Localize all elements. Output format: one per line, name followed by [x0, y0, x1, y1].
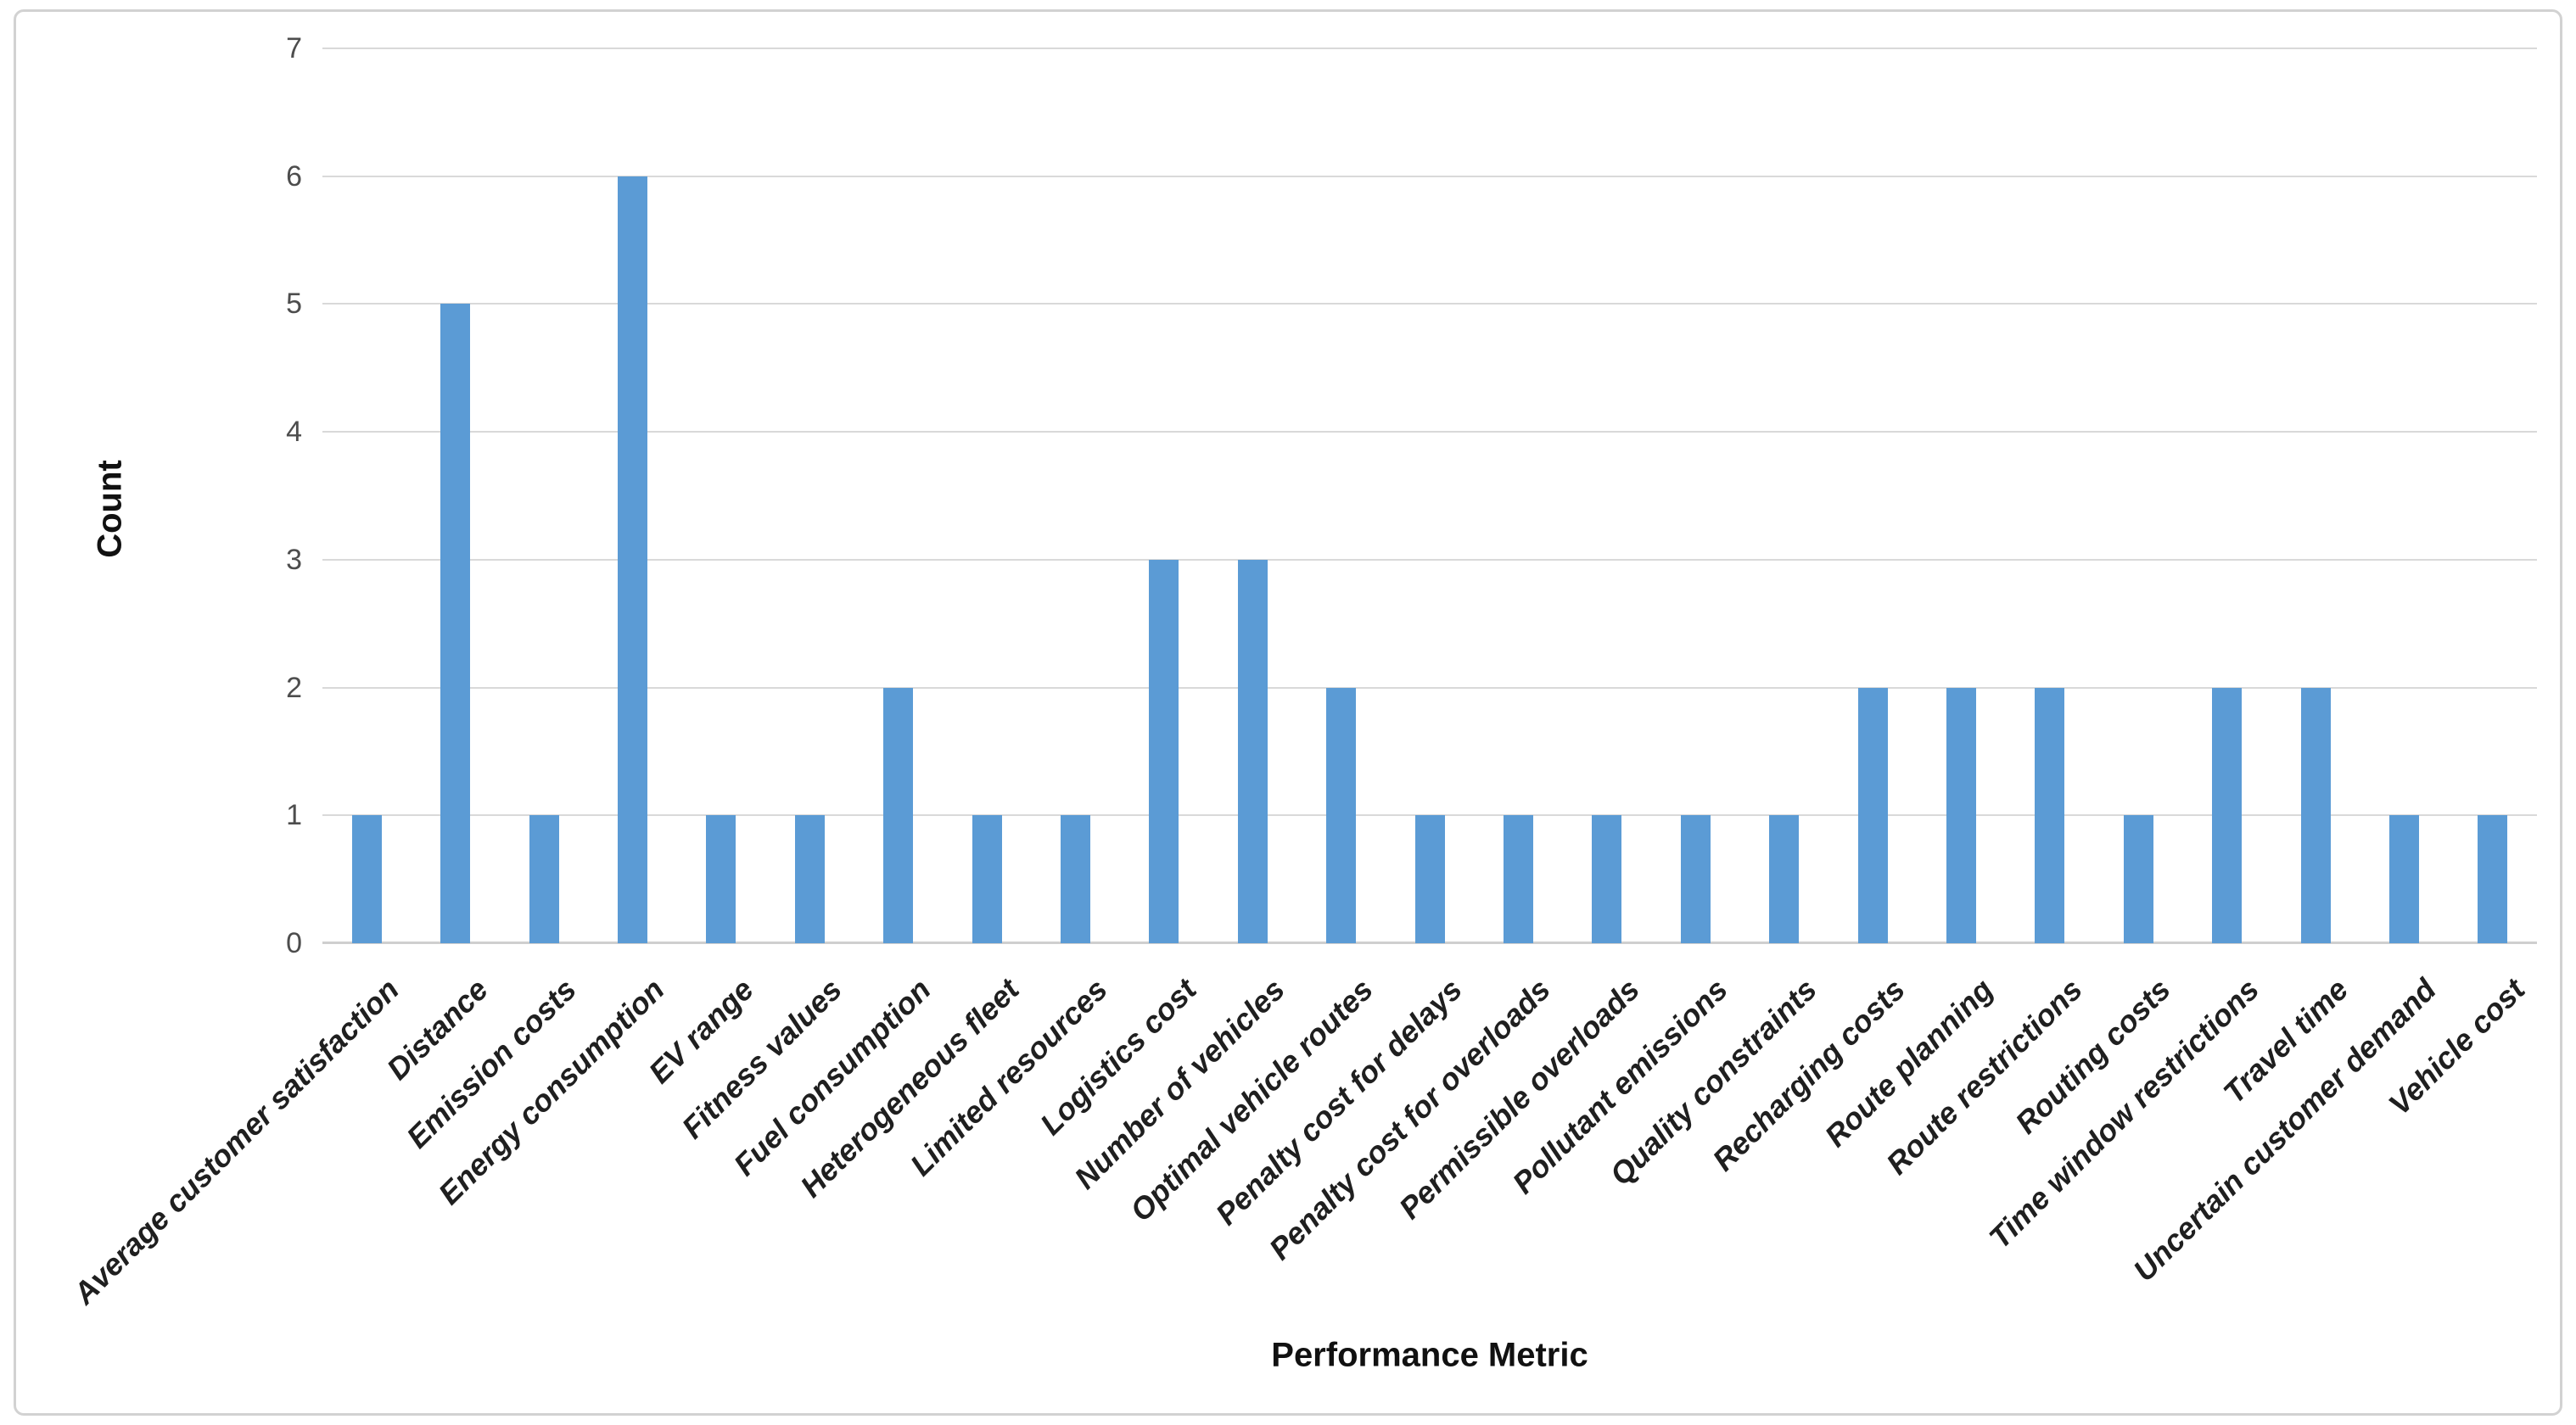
bar	[1592, 815, 1622, 943]
bar-slot	[1828, 48, 1917, 943]
bar-slot	[1651, 48, 1739, 943]
bar	[1326, 687, 1357, 943]
y-tick-label: 4	[286, 416, 302, 449]
plot-area	[322, 48, 2537, 944]
bar	[1060, 815, 1090, 943]
bar-slot	[765, 48, 854, 943]
y-tick-label: 0	[286, 927, 302, 959]
bar-slot	[588, 48, 676, 943]
bar	[529, 815, 559, 943]
bar-slot	[1296, 48, 1385, 943]
bar-slot	[411, 48, 499, 943]
bars-group	[322, 48, 2537, 943]
x-category-label: Average customer satisfaction	[66, 971, 406, 1311]
bar-slot	[854, 48, 942, 943]
y-tick-label: 6	[286, 159, 302, 193]
bar-slot	[1031, 48, 1119, 943]
x-category-label: Routing costs	[2008, 971, 2177, 1141]
bar	[883, 687, 914, 943]
bar	[1149, 559, 1179, 943]
gridline	[322, 48, 2537, 49]
gridline	[322, 558, 2537, 561]
bar	[1414, 815, 1445, 943]
bar	[2300, 687, 2331, 943]
bar-slot	[2271, 48, 2360, 943]
bar	[351, 815, 382, 943]
y-tick-label: 1	[286, 799, 302, 832]
x-category-label: Logistics cost	[1033, 971, 1203, 1142]
bar	[706, 815, 736, 943]
bar-slot	[1120, 48, 1208, 943]
y-tick-label: 2	[286, 671, 302, 704]
bar	[1503, 815, 1533, 943]
bar	[2212, 687, 2243, 943]
bar	[2035, 687, 2065, 943]
bar-slot	[1563, 48, 1651, 943]
bar-slot	[2183, 48, 2271, 943]
gridline	[322, 175, 2537, 177]
bar	[972, 815, 1002, 943]
gridline	[322, 303, 2537, 305]
bar	[617, 176, 647, 943]
bar-slot	[2094, 48, 2182, 943]
bar-slot	[1917, 48, 2005, 943]
bar-slot	[1474, 48, 1562, 943]
gridline	[322, 686, 2537, 689]
bar-slot	[1386, 48, 1474, 943]
bar-slot	[677, 48, 765, 943]
bar-slot	[2449, 48, 2537, 943]
bar-slot	[322, 48, 411, 943]
bar	[2478, 815, 2508, 943]
bar-slot	[943, 48, 1031, 943]
bar	[1237, 559, 1268, 943]
bar-slot	[2006, 48, 2094, 943]
y-tick-label: 5	[286, 288, 302, 321]
bar	[1857, 687, 1888, 943]
y-axis-title: Count	[91, 460, 129, 558]
bar	[794, 815, 825, 943]
bar-slot	[500, 48, 588, 943]
bar-slot	[1208, 48, 1296, 943]
gridline	[322, 431, 2537, 433]
y-tick-label: 3	[286, 543, 302, 576]
y-tick-label: 7	[286, 32, 302, 64]
bar	[440, 304, 471, 943]
bar	[2123, 815, 2153, 943]
bar	[1769, 815, 1800, 943]
bar-slot	[2360, 48, 2448, 943]
bar	[1946, 687, 1977, 943]
bar	[1680, 815, 1711, 943]
bar-slot	[1740, 48, 1828, 943]
bar	[2389, 815, 2420, 943]
x-axis-title: Performance Metric	[1271, 1336, 1588, 1374]
